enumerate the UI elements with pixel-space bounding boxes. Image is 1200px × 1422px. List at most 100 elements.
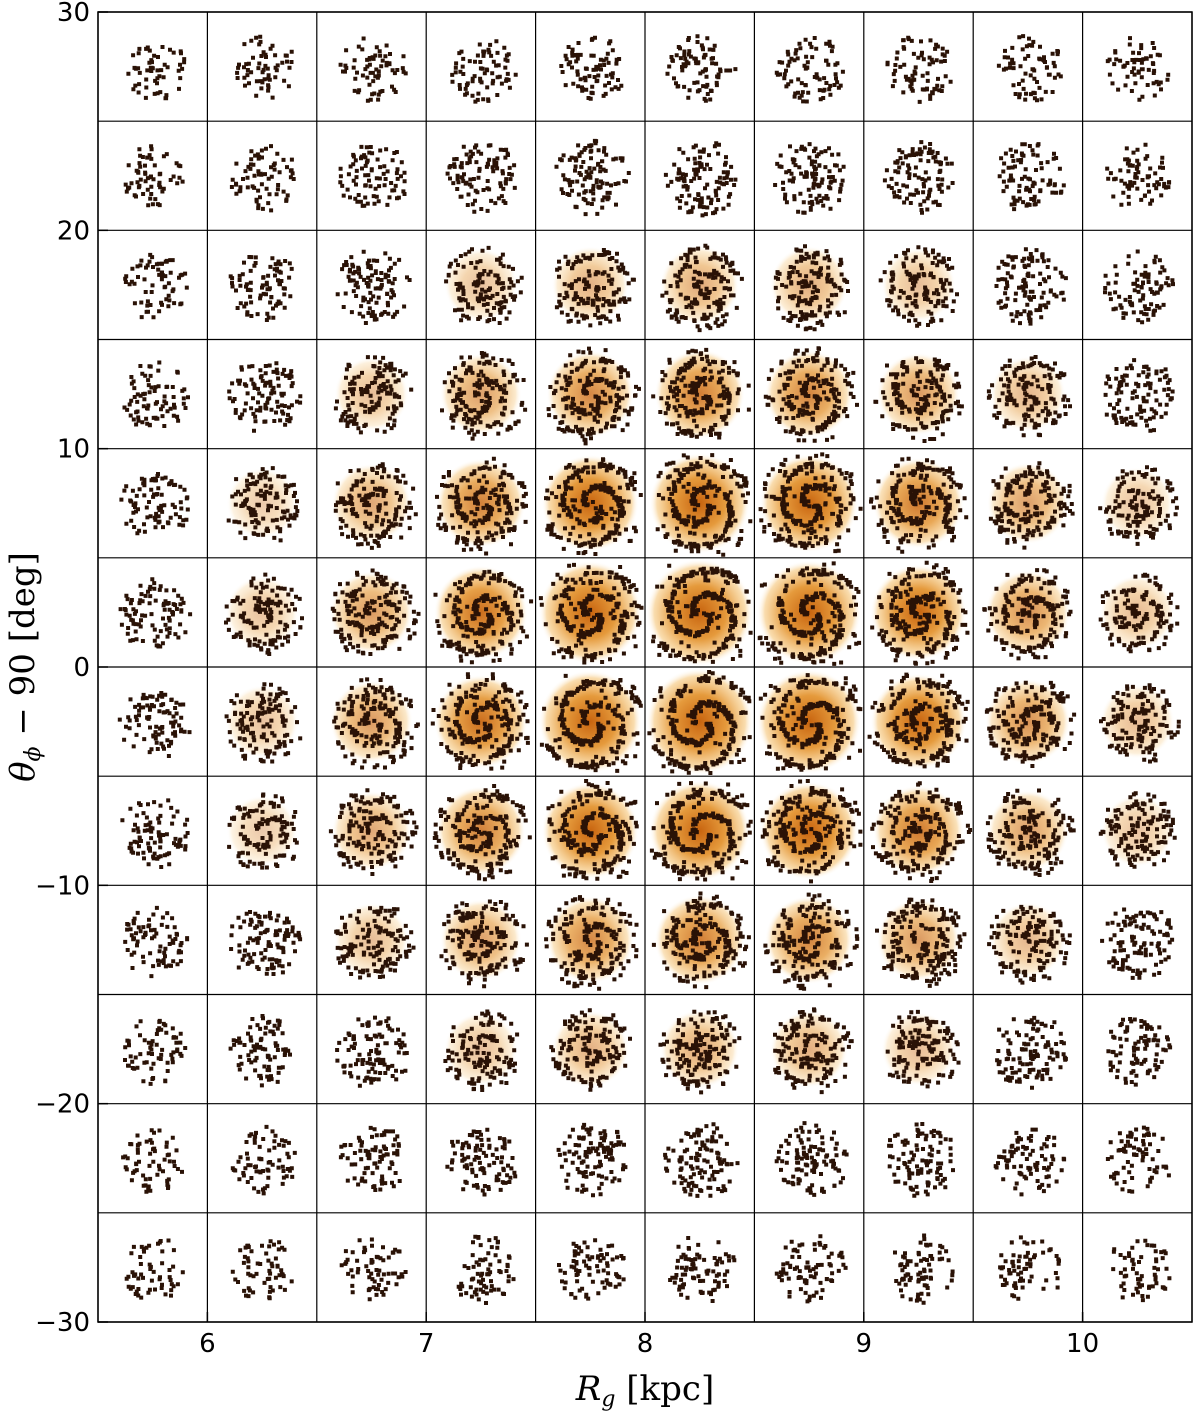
y-tick-label: 0 [73, 653, 90, 683]
panel-texture [994, 247, 1068, 326]
panel-texture [651, 347, 751, 440]
panel-texture [539, 673, 643, 773]
panel-texture [439, 899, 529, 989]
panel-texture [647, 670, 752, 775]
panel-texture [649, 781, 753, 882]
x-tick-label: 8 [637, 1329, 654, 1359]
panel-texture [546, 346, 641, 446]
panel-texture [760, 779, 863, 884]
panel-texture [122, 360, 190, 428]
panel-texture [338, 144, 407, 208]
panel-texture [758, 452, 863, 554]
panel-texture [1105, 142, 1172, 207]
panel-texture [444, 245, 524, 325]
panel-texture [651, 563, 753, 664]
panel-texture [763, 892, 860, 991]
panels [117, 34, 1181, 1305]
panel-texture [443, 1009, 520, 1092]
y-tick-label: 20 [57, 216, 90, 246]
x-label-rest: [kpc] [615, 1369, 714, 1409]
panel-disk [646, 668, 754, 776]
y-tick-label: 10 [57, 435, 90, 465]
panel-texture [549, 1008, 632, 1092]
y-label-main: θ [3, 761, 43, 781]
panel-texture [985, 788, 1076, 877]
panel-texture [1099, 683, 1181, 764]
panel-texture [544, 457, 643, 556]
panel-disk [1101, 794, 1174, 868]
panel-texture [224, 572, 304, 656]
panel-texture [230, 1239, 294, 1301]
y-label-sub: ϕ [21, 746, 46, 761]
y-tick-label: −10 [35, 871, 90, 901]
panel-texture [229, 144, 296, 213]
panel-texture [660, 243, 744, 333]
panel-texture [339, 1237, 408, 1302]
panel-texture [456, 1234, 516, 1305]
panel-texture [773, 1007, 854, 1095]
panel-texture [557, 1238, 626, 1301]
panel-texture [887, 1122, 955, 1198]
panel-texture [1106, 1017, 1173, 1087]
panel-texture [538, 562, 644, 665]
panel-texture [878, 245, 959, 328]
panel-texture [873, 356, 964, 443]
panel-texture [995, 1015, 1068, 1090]
panel-texture [338, 36, 408, 103]
panel-texture [433, 569, 534, 665]
panel-texture [559, 35, 624, 101]
panel-texture [885, 1009, 961, 1089]
panel-texture [119, 472, 190, 536]
panel-texture [224, 682, 303, 764]
x-tick-label: 9 [856, 1329, 873, 1359]
panel-disk [872, 457, 965, 549]
panel-texture [986, 355, 1072, 438]
panel-disk [331, 790, 412, 871]
panel-texture [120, 798, 190, 869]
panel-texture [328, 788, 419, 876]
panel-texture [554, 138, 631, 217]
panel-texture [774, 1121, 849, 1197]
panel-texture [335, 1015, 409, 1088]
x-tick-label: 7 [418, 1329, 435, 1359]
panel-texture [984, 680, 1077, 768]
panel-disk [541, 782, 639, 880]
x-label-main: R [575, 1369, 602, 1409]
panel-disk [444, 1012, 518, 1086]
panel-texture [867, 672, 970, 769]
panel-texture [773, 244, 850, 332]
panel-texture [987, 904, 1072, 985]
panel-texture [117, 691, 192, 758]
panel-texture [996, 34, 1063, 103]
panel-texture [882, 140, 955, 215]
panel-disk [546, 350, 635, 438]
y-tick-label: −30 [35, 1308, 90, 1338]
y-tick-label: −20 [35, 1090, 90, 1120]
panel-texture [123, 252, 189, 320]
panel-texture [440, 351, 528, 441]
plot-frame [97, 11, 1193, 1323]
panel-texture [997, 142, 1066, 212]
axes: 6 7 8 9 10 −30 −20 −10 0 10 20 30 [35, 0, 1193, 1359]
panel-texture [1098, 791, 1177, 869]
panel-texture [663, 1122, 740, 1198]
panel-texture [432, 784, 532, 882]
panel-texture [668, 1236, 737, 1303]
panel-texture [435, 456, 528, 556]
panel-texture [228, 1014, 292, 1088]
panel-texture [330, 568, 421, 656]
panel-texture [773, 142, 846, 215]
x-label-sub: g [601, 1387, 615, 1412]
panel-texture [123, 905, 190, 979]
panel-texture [430, 672, 530, 771]
panel-texture [655, 453, 753, 557]
panel-texture [332, 677, 420, 770]
panel-texture [1103, 249, 1175, 325]
panel-texture [556, 1122, 628, 1198]
panel-texture [763, 346, 859, 443]
panel-texture [338, 1125, 402, 1192]
panel-texture [1111, 1238, 1172, 1303]
panel-texture [124, 1238, 185, 1300]
panel-disk [225, 575, 299, 649]
